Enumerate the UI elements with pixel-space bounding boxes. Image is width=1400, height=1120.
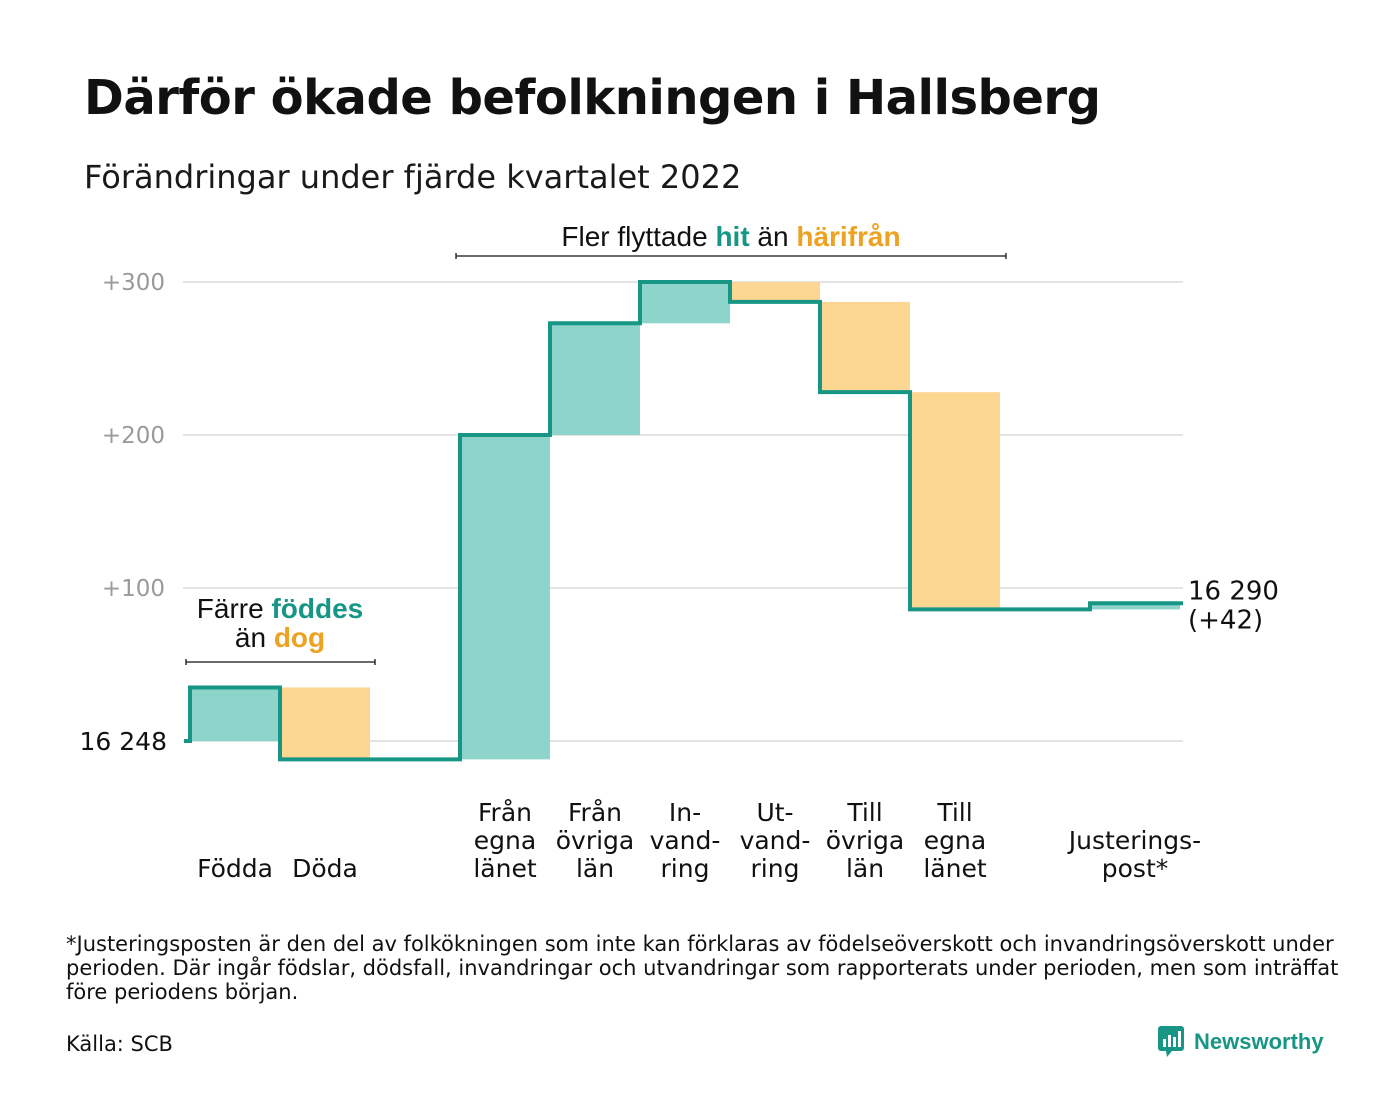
footnote: *Justeringsposten är den del av folkökni…	[66, 932, 1339, 1004]
bar-step-1	[280, 687, 370, 760]
x-category-label: Justerings-	[1067, 826, 1201, 855]
x-category-label: Döda	[292, 854, 358, 883]
x-category-label: ring	[661, 854, 710, 883]
bar-step-7	[820, 301, 910, 393]
chart-title: Därför ökade befolkningen i Hallsberg	[84, 70, 1101, 126]
bar-step-6	[730, 282, 820, 302]
x-category-label: Från	[478, 798, 532, 827]
source-note: Källa: SCB	[66, 1032, 173, 1056]
x-category-label: vand-	[650, 826, 721, 855]
x-category-label: övriga	[826, 826, 905, 855]
x-category-label: länet	[923, 854, 986, 883]
newsworthy-logo-icon	[1158, 1026, 1184, 1057]
migration-annotation: Fler flyttade hit än härifrån	[561, 221, 900, 252]
x-category-label: län	[576, 854, 614, 883]
newsworthy-logo: Newsworthy	[1158, 1026, 1324, 1058]
bar-step-0	[190, 687, 280, 741]
newsworthy-logo-text: Newsworthy	[1194, 1029, 1324, 1054]
x-category-label: Till	[936, 798, 972, 827]
x-category-label: övriga	[556, 826, 635, 855]
bar-step-3	[460, 435, 550, 760]
x-category-label: Från	[568, 798, 622, 827]
bar-step-4	[550, 323, 640, 435]
x-category-label: vand-	[740, 826, 811, 855]
births-annotation-line2: än dog	[235, 622, 325, 653]
chart-subtitle: Förändringar under fjärde kvartalet 2022	[84, 158, 742, 196]
x-category-label: länet	[473, 854, 536, 883]
bar-step-10	[1090, 603, 1180, 610]
cumulative-step-line	[184, 280, 1183, 762]
x-category-label: län	[846, 854, 884, 883]
bar-step-8	[910, 392, 1000, 610]
y-tick-label: +300	[102, 270, 165, 296]
x-category-label: Ut-	[756, 798, 793, 827]
x-category-label: In-	[669, 798, 701, 827]
y-tick-label: +100	[102, 576, 165, 602]
x-category-label: egna	[474, 826, 536, 855]
x-category-label: Födda	[197, 854, 273, 883]
end-change-label: (+42)	[1188, 605, 1263, 635]
bar-step-5	[640, 282, 730, 324]
births-annotation-line1: Färre föddes	[197, 593, 363, 624]
x-category-label: post*	[1102, 854, 1169, 883]
end-value-label: 16 290	[1188, 576, 1279, 606]
baseline-value-label: 16 248	[80, 727, 167, 756]
x-category-label: egna	[924, 826, 986, 855]
x-category-label: ring	[751, 854, 800, 883]
x-category-label: Till	[846, 798, 882, 827]
y-tick-label: +200	[102, 423, 165, 449]
